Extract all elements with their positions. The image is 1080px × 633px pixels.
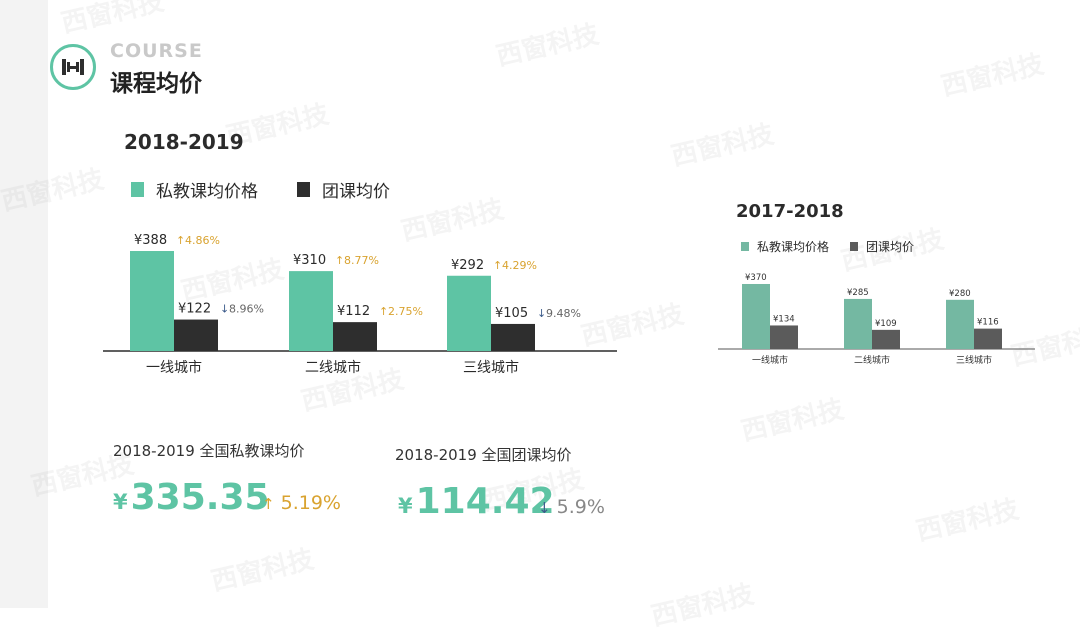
bar-group (333, 322, 377, 351)
up-arrow-icon: ↑ (493, 259, 502, 272)
legend-swatch-private (131, 182, 144, 197)
change-label: 9.48% (546, 307, 581, 320)
legend-label-group: 团课均价 (322, 182, 390, 202)
bar-private (742, 283, 770, 349)
bar-private (130, 251, 174, 351)
logo-icon (50, 44, 96, 90)
up-arrow-icon: ↑ (176, 234, 185, 247)
x-tick-label: 一线城市 (146, 359, 202, 376)
watermark: 西窗科技 (58, 0, 167, 40)
watermark: 西窗科技 (913, 494, 1022, 548)
legend-swatch-group-small (850, 242, 858, 251)
stat-group-label: 2018-2019 全国团课均价 (395, 446, 572, 464)
legend-swatch-group (297, 182, 310, 197)
watermark: 西窗科技 (648, 579, 757, 633)
watermark: 西窗科技 (738, 394, 847, 448)
legend-swatch-private-small (741, 242, 749, 251)
chart-main-title: 2018-2019 (124, 130, 244, 154)
left-frame-strip (0, 0, 48, 608)
bar-chart-2017-2018: 一线城市 二线城市 三线城市 ¥370 ¥285 ¥280 ¥134 ¥109 ¥116 (718, 273, 1035, 366)
data-label: ¥388 (134, 233, 167, 248)
stat-private-currency: ¥ (113, 490, 128, 514)
bar-private (289, 271, 333, 351)
data-label: ¥370 (745, 273, 767, 283)
stat-private-number: 335.35 (130, 477, 270, 518)
data-label: ¥122 (178, 302, 211, 317)
data-label: ¥285 (847, 288, 869, 298)
data-label: ¥310 (293, 253, 326, 268)
change-label: 4.86% (185, 234, 220, 247)
change-label: 8.96% (229, 303, 264, 316)
stat-group-number: 114.42 (415, 481, 555, 522)
data-label: ¥280 (949, 289, 971, 299)
stat-private-change-value: 5.19% (280, 492, 341, 514)
up-arrow-icon: ↑ (262, 495, 275, 513)
x-tick-label: 三线城市 (463, 359, 519, 376)
data-label: ¥105 (495, 306, 528, 321)
data-label: ¥116 (977, 318, 999, 328)
change-label: 4.29% (502, 259, 537, 272)
down-arrow-icon: ↓ (220, 303, 229, 316)
watermark: 西窗科技 (208, 544, 317, 598)
legend-label-private-small: 私教课均价格 (757, 240, 830, 254)
stat-group-change-value: 5.9% (556, 496, 605, 518)
stat-private-change: ↑ 5.19% (262, 492, 341, 514)
bar-private (946, 299, 974, 349)
bar-group (872, 329, 900, 349)
data-label: ¥109 (875, 319, 897, 329)
stat-private-value: ¥335.35 (113, 477, 270, 518)
bar-group (770, 325, 798, 349)
watermark: 西窗科技 (938, 49, 1047, 103)
legend-main-private: 私教课均价格 (131, 177, 258, 202)
x-tick-label: 一线城市 (752, 354, 788, 366)
stat-group-value: ¥114.42 (398, 481, 555, 522)
data-label: ¥112 (337, 304, 370, 319)
legend-label-private: 私教课均价格 (156, 182, 258, 202)
bar-private (844, 298, 872, 349)
data-label: ¥134 (773, 314, 795, 324)
bar-group (974, 328, 1002, 349)
stat-group-currency: ¥ (398, 494, 413, 518)
bar-group (174, 319, 218, 351)
down-arrow-icon: ↓ (537, 307, 546, 320)
stat-group-change: ↓ 5.9% (538, 496, 605, 518)
stat-private-label: 2018-2019 全国私教课均价 (113, 442, 305, 460)
bar-chart-2018-2019: 一线城市 二线城市 三线城市¥388 ↑ 4.86%¥310 ↑ 8.77% ¥292 ↑ 4.2… (103, 233, 617, 376)
x-tick-label: 二线城市 (305, 359, 361, 376)
watermark: 西窗科技 (493, 19, 602, 73)
bar-group (491, 323, 535, 351)
watermark: 西窗科技 (668, 119, 777, 173)
change-label: 2.75% (388, 305, 423, 318)
down-arrow-icon: ↓ (538, 499, 551, 517)
legend-label-group-small: 团课均价 (866, 240, 915, 254)
legend-secondary-group: 团课均价 (850, 238, 914, 255)
chart-secondary-title: 2017-2018 (736, 201, 844, 222)
page-title: 课程均价 (110, 71, 202, 97)
bar-private (447, 275, 491, 351)
x-tick-label: 三线城市 (956, 354, 992, 366)
legend-main-group: 团课均价 (297, 177, 390, 202)
up-arrow-icon: ↑ (379, 305, 388, 318)
course-label: COURSE (110, 40, 203, 62)
change-label: 8.77% (344, 254, 379, 267)
x-tick-label: 二线城市 (854, 354, 890, 366)
legend-secondary-private: 私教课均价格 (741, 238, 829, 255)
data-label: ¥292 (451, 258, 484, 273)
up-arrow-icon: ↑ (335, 254, 344, 267)
